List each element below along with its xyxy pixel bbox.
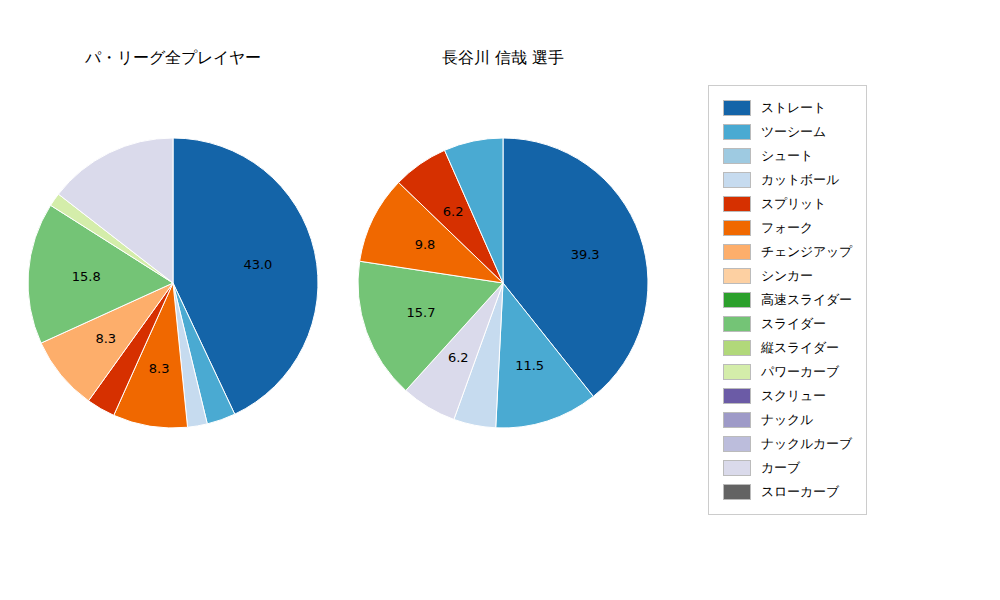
html-text:カットボール: カットボール [761, 172, 839, 187]
html-text:スプリット: スプリット [761, 196, 826, 211]
html-text:カーブ: カーブ [761, 460, 800, 475]
html-text:高速スライダー: 高速スライダー [761, 292, 852, 307]
html-text:ツーシーム: ツーシーム [761, 124, 826, 139]
html-text:ナックルカーブ: ナックルカーブ [761, 436, 852, 451]
svg-text:11.5: 11.5 [515, 358, 544, 373]
html-text:縦スライダー: 縦スライダー [761, 340, 839, 355]
svg-text:9.8: 9.8 [415, 237, 436, 252]
svg-text:8.3: 8.3 [149, 361, 170, 376]
html-text:フォーク: フォーク [761, 220, 813, 235]
html-text:チェンジアップ: チェンジアップ [761, 244, 852, 259]
svg-text:8.3: 8.3 [95, 331, 116, 346]
svg-text:15.8: 15.8 [72, 269, 101, 284]
html-text:シンカー: シンカー [761, 268, 813, 283]
html-text:パ・リーグ全プレイヤー: パ・リーグ全プレイヤー [85, 48, 261, 67]
svg-text:6.2: 6.2 [443, 204, 464, 219]
svg-text:6.2: 6.2 [448, 350, 469, 365]
html-text:スライダー: スライダー [761, 316, 826, 331]
html-text:スローカーブ: スローカーブ [761, 484, 839, 499]
html-text:ストレート: ストレート [761, 100, 826, 115]
html-text:パワーカーブ: パワーカーブ [761, 364, 839, 379]
html-text:スクリュー: スクリュー [761, 388, 826, 403]
svg-text:39.3: 39.3 [571, 247, 600, 262]
svg-text:43.0: 43.0 [243, 257, 272, 272]
svg-text:15.7: 15.7 [407, 305, 436, 320]
html-text:長谷川 信哉 選手: 長谷川 信哉 選手 [441, 48, 565, 67]
html-text:ナックル: ナックル [761, 412, 813, 427]
html-text:シュート: シュート [761, 148, 813, 163]
